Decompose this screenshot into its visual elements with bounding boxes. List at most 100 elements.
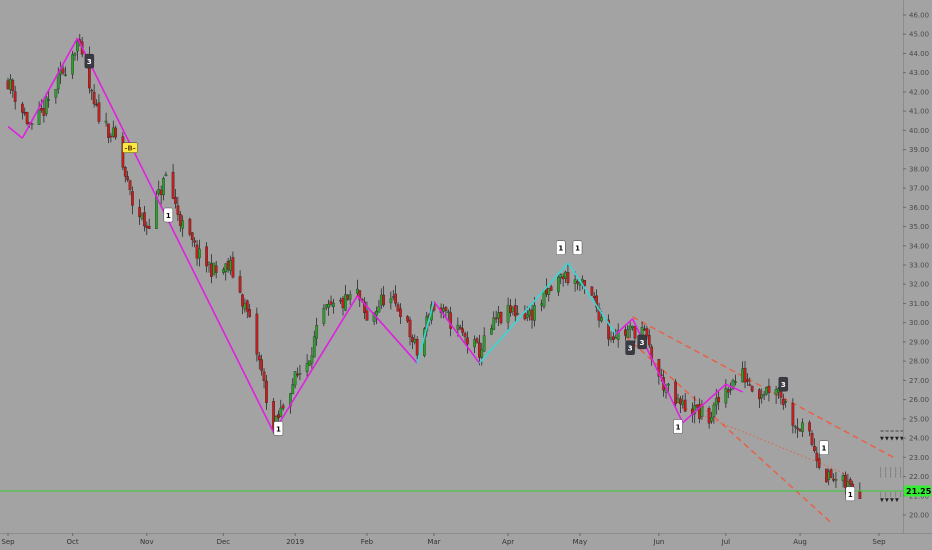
price-axis-tick-label: 30.00 — [909, 319, 929, 327]
candle-down — [95, 103, 98, 106]
down-arrow-icon: ▼ — [880, 498, 884, 504]
candle-down — [174, 197, 177, 204]
candle-down — [195, 244, 199, 259]
price-axis-tick-label: 42.00 — [909, 88, 929, 96]
candle-down — [13, 91, 17, 102]
sell-marker-label: 3 — [628, 345, 633, 353]
zigzag-segment — [21, 37, 79, 139]
down-arrow-icon: ▼ — [895, 498, 899, 504]
candle-up — [506, 305, 510, 323]
buy-marker-box — [273, 421, 284, 436]
candle-up — [741, 368, 744, 383]
candle-down — [262, 371, 266, 381]
candle-down — [358, 290, 362, 301]
candle-up — [446, 311, 450, 313]
candle-up — [525, 314, 529, 318]
zigzag-segment — [682, 383, 727, 424]
candle-down — [193, 240, 196, 243]
candle-down — [255, 313, 259, 355]
price-axis-tick-label: 32.00 — [909, 281, 929, 289]
candle-up — [528, 310, 531, 316]
candle-down — [566, 272, 570, 284]
candle-down — [346, 294, 350, 300]
candle-up — [667, 383, 670, 386]
time-axis-tick-label: Aug — [793, 538, 807, 546]
candle-up — [377, 306, 381, 313]
candle-up — [841, 475, 845, 482]
dashed-trend-line — [624, 335, 832, 524]
candle-down — [791, 403, 795, 426]
candle-down — [458, 326, 462, 330]
buy-marker-label: 1 — [166, 212, 171, 220]
candle-down — [241, 294, 244, 307]
candle-up — [310, 355, 314, 364]
buy-marker-label: 1 — [276, 425, 281, 433]
candle-up — [222, 269, 225, 273]
candle-up — [693, 405, 697, 415]
candle-down — [123, 167, 127, 177]
down-arrow-icon: ▼ — [895, 436, 899, 442]
candle-down — [695, 404, 699, 408]
candle-down — [595, 295, 598, 308]
indicator-glyph-tick: | — [895, 492, 897, 498]
price-axis-tick-label: 34.00 — [909, 242, 929, 250]
time-axis-tick-label: Oct — [67, 538, 79, 546]
indicator-glyph-tick: | — [895, 467, 897, 473]
candle-up — [473, 339, 476, 348]
candle-up — [801, 422, 804, 432]
candle-down — [798, 428, 802, 432]
candle-up — [324, 304, 328, 308]
candle-down — [549, 286, 553, 291]
candle-down — [159, 189, 163, 195]
candle-up — [580, 278, 584, 283]
candle-up — [157, 189, 161, 195]
sell-marker-box — [778, 377, 788, 392]
candle-up — [734, 381, 737, 383]
candle-down — [210, 263, 213, 277]
sell-marker-box — [637, 334, 647, 350]
candle-up — [626, 329, 630, 338]
candlesticks — [6, 34, 862, 499]
candle-up — [609, 337, 613, 340]
candle-up — [375, 311, 378, 316]
buy-marker-label: 1 — [575, 245, 580, 253]
price-axis-tick-label: 40.00 — [909, 127, 929, 135]
buy-marker-box — [572, 240, 583, 255]
down-arrow-icon: ▼ — [885, 436, 889, 442]
candle-down — [382, 294, 386, 306]
zigzag-segment — [615, 318, 634, 335]
indicator-glyph-tick: | — [890, 467, 892, 473]
indicator-glyph-tick: | — [900, 473, 902, 479]
candle-down — [513, 305, 517, 317]
buy-marker-box — [845, 486, 855, 502]
candle-up — [54, 89, 58, 98]
zigzag-segment — [76, 37, 275, 433]
candle-up — [456, 324, 460, 330]
candle-up — [442, 308, 445, 312]
candle-up — [279, 407, 283, 417]
zigzag-segment — [272, 295, 359, 433]
zigzag-segment — [478, 262, 569, 364]
candle-down — [813, 445, 816, 452]
indicator-glyph-tick: | — [885, 473, 887, 479]
down-arrow-icon: ▼ — [880, 436, 884, 442]
candle-down — [767, 385, 771, 393]
candle-up — [540, 303, 543, 306]
candle-up — [533, 305, 536, 321]
candle-up — [181, 220, 185, 229]
indicator-glyph-tick: | — [885, 467, 887, 473]
candle-up — [676, 398, 680, 403]
candle-up — [765, 386, 768, 395]
time-axis[interactable]: Sep Oct Nov Dec 2019 Feb Mar Apr May Jun Jul Aug Sep — [1, 533, 886, 546]
time-axis-tick-label: Jul — [721, 538, 731, 546]
price-axis-tick-label: 27.00 — [909, 377, 929, 385]
candle-down — [245, 300, 249, 312]
candle-down — [341, 298, 345, 309]
price-axis-tick-label: 43.00 — [909, 69, 929, 77]
candle-down — [643, 328, 646, 331]
zigzag-segment — [356, 295, 418, 364]
candle-down — [23, 111, 27, 114]
indicator-glyph-bar: = — [900, 428, 904, 434]
